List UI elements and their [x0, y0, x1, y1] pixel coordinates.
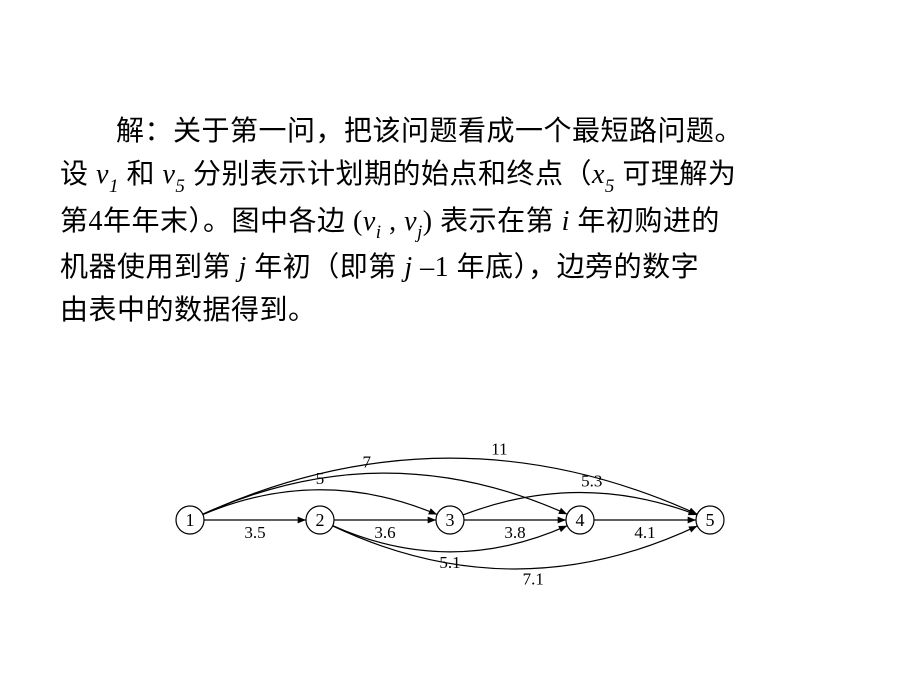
- text: 可理解为: [615, 159, 737, 190]
- text: 设: [60, 159, 96, 190]
- text: 年初（即第: [247, 252, 405, 283]
- sub-x5: 5: [605, 176, 615, 197]
- edge-label: 7.1: [523, 570, 544, 589]
- edge-label: 7: [363, 453, 372, 472]
- edge-label: 3.5: [244, 523, 265, 542]
- arrowhead-icon: [688, 517, 696, 524]
- arrowhead-icon: [688, 526, 697, 533]
- text: 年初购进的: [570, 206, 720, 237]
- edge-label: 5.3: [581, 472, 602, 491]
- var-vj: v: [404, 206, 417, 237]
- var-j2: j: [404, 252, 412, 283]
- graph-node-label: 1: [186, 510, 195, 530]
- sub-i: i: [376, 222, 382, 243]
- graph-svg: 1 2 3 4 5 3.5 3.6 3.8 4.1 5 7 11 5.1 7.1 5.3: [130, 370, 790, 630]
- edge: [203, 473, 567, 514]
- edge-label: 11: [491, 439, 507, 458]
- graph-node-label: 2: [316, 510, 325, 530]
- arrowhead-icon: [298, 517, 306, 524]
- body-text: 解：关于第一问，把该问题看成一个最短路问题。 设 v1 和 v5 分别表示计划期…: [60, 110, 860, 332]
- graph-diagram: 1 2 3 4 5 3.5 3.6 3.8 4.1 5 7 11 5.1 7.1 5.3: [130, 370, 790, 630]
- arrowhead-icon: [558, 508, 567, 514]
- text: ) 表示在第: [423, 206, 562, 237]
- graph-node-label: 5: [706, 510, 715, 530]
- var-v1: v: [96, 159, 109, 190]
- edge-label: 3.6: [374, 523, 395, 542]
- text: 机器使用到第: [60, 252, 239, 283]
- text: 第4年年末）。图中各边 (: [60, 206, 363, 237]
- text: 由表中的数据得到。: [60, 295, 317, 326]
- text: 和: [119, 159, 163, 190]
- var-v5: v: [162, 159, 175, 190]
- text-minus1: –1: [413, 252, 450, 283]
- graph-node-label: 4: [576, 510, 585, 530]
- var-i: i: [562, 206, 570, 237]
- arrowhead-icon: [558, 517, 566, 524]
- page: 解：关于第一问，把该问题看成一个最短路问题。 设 v1 和 v5 分别表示计划期…: [0, 0, 920, 690]
- var-x5: x: [592, 159, 605, 190]
- arrowhead-icon: [428, 508, 437, 514]
- arrowhead-icon: [558, 526, 567, 532]
- edge-label: 3.8: [504, 523, 525, 542]
- graph-node-label: 3: [446, 510, 455, 530]
- edge-label: 4.1: [634, 523, 655, 542]
- arrowhead-icon: [428, 517, 436, 524]
- text: 年底），边旁的数字: [449, 252, 699, 283]
- sub-5: 5: [175, 176, 185, 197]
- sub-j: j: [417, 222, 423, 243]
- edge-label: 5.1: [439, 553, 460, 572]
- edge-label: 5: [316, 469, 325, 488]
- text: 解：关于第一问，把该问题看成一个最短路问题。: [116, 116, 743, 147]
- text: 分别表示计划期的始点和终点（: [185, 159, 592, 190]
- var-vi: v: [363, 206, 376, 237]
- sub-1: 1: [109, 176, 119, 197]
- var-j: j: [239, 252, 247, 283]
- text: ,: [382, 206, 405, 237]
- paragraph: 解：关于第一问，把该问题看成一个最短路问题。 设 v1 和 v5 分别表示计划期…: [60, 110, 860, 332]
